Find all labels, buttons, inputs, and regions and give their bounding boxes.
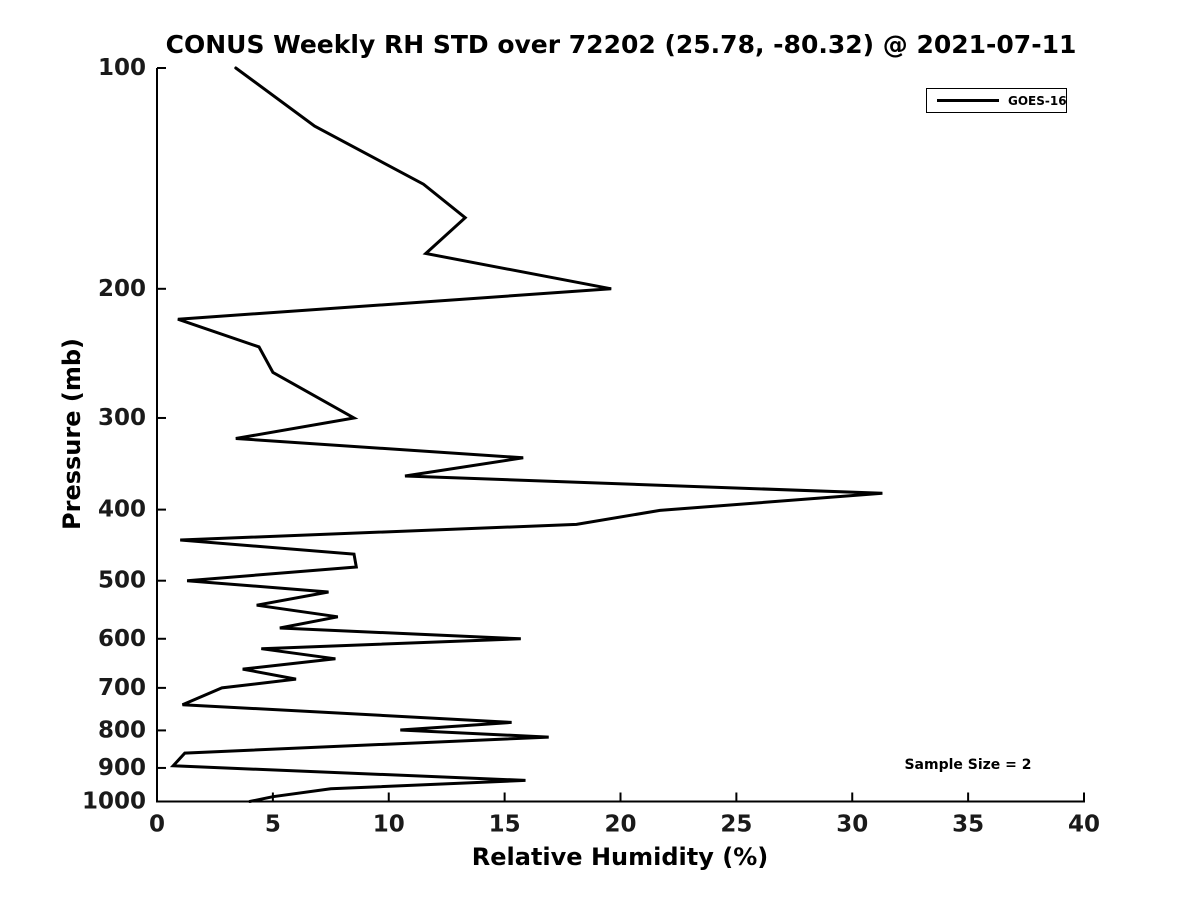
x-tick-label: 15 xyxy=(489,812,521,838)
y-tick-label: 1000 xyxy=(82,789,146,815)
y-tick-label: 300 xyxy=(98,405,146,431)
y-tick-label: 600 xyxy=(98,626,146,652)
x-tick-label: 30 xyxy=(836,812,868,838)
y-tick-label: 700 xyxy=(98,675,146,701)
legend-line-sample xyxy=(937,99,999,102)
legend-entry-label: GOES-16 xyxy=(1008,93,1067,108)
x-tick-label: 5 xyxy=(265,812,281,838)
y-tick-label: 400 xyxy=(98,497,146,523)
x-axis-label: Relative Humidity (%) xyxy=(471,843,769,871)
x-tick-label: 40 xyxy=(1068,812,1100,838)
y-tick-label: 800 xyxy=(98,717,146,743)
y-tick-label: 500 xyxy=(98,568,146,594)
y-tick-label: 200 xyxy=(98,276,146,302)
x-tick-label: 10 xyxy=(373,812,405,838)
y-tick-label: 900 xyxy=(98,755,146,781)
x-tick-label: 25 xyxy=(720,812,752,838)
y-tick-label: 100 xyxy=(98,55,146,81)
sample-size-annotation: Sample Size = 2 xyxy=(904,757,1032,773)
x-tick-label: 35 xyxy=(952,812,984,838)
chart-title: CONUS Weekly RH STD over 72202 (25.78, -… xyxy=(165,30,1077,59)
legend: GOES-16 xyxy=(926,88,1067,113)
series-line-goes-16 xyxy=(169,66,883,803)
x-tick-label: 0 xyxy=(149,812,165,838)
x-tick-label: 20 xyxy=(604,812,636,838)
